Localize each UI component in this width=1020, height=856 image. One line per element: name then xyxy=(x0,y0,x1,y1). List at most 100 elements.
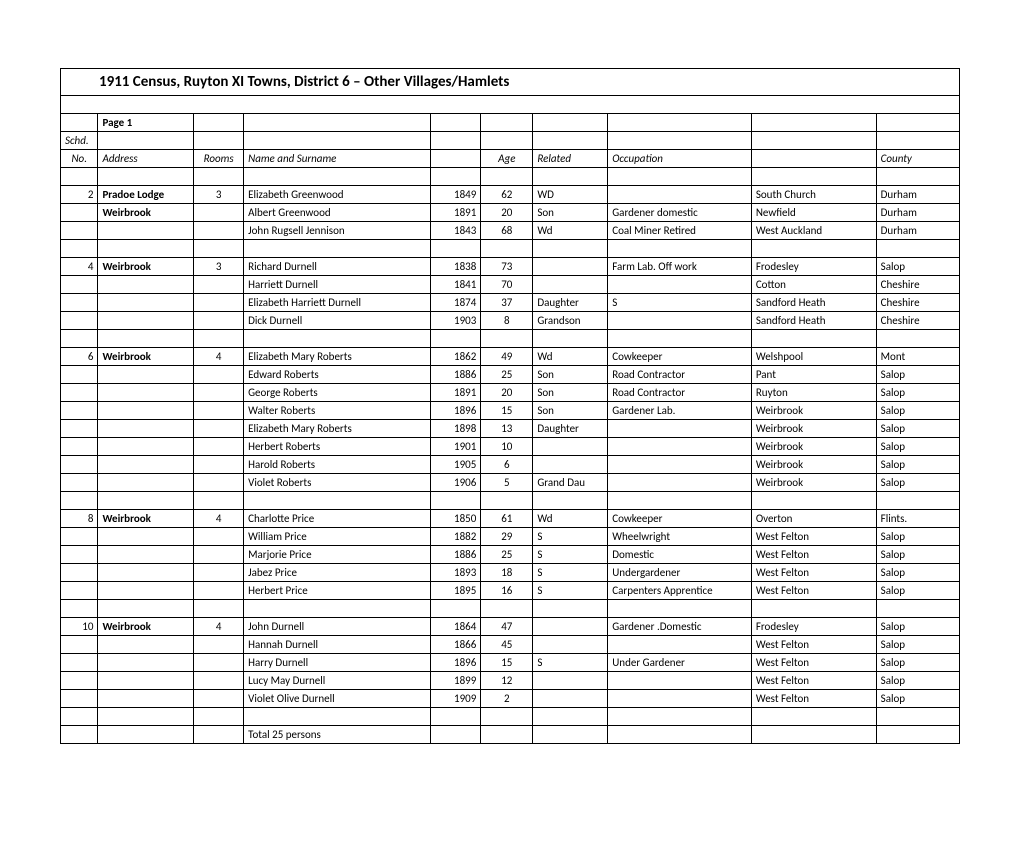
cell: Salop xyxy=(876,420,959,438)
table-row: Elizabeth Mary Roberts189813DaughterWeir… xyxy=(61,420,960,438)
cell: Flints. xyxy=(876,510,959,528)
cell: Weirbrook xyxy=(98,348,194,366)
cell xyxy=(194,456,244,474)
cell: Harold Roberts xyxy=(244,456,431,474)
cell xyxy=(61,528,98,546)
header-related: Related xyxy=(533,150,608,168)
cell xyxy=(61,636,98,654)
cell xyxy=(194,384,244,402)
cell: Undergardener xyxy=(608,564,752,582)
cell: Violet Roberts xyxy=(244,474,431,492)
table-row: Total 25 persons xyxy=(61,726,960,744)
cell xyxy=(98,582,194,600)
cell: 10 xyxy=(481,438,533,456)
cell: 1896 xyxy=(431,654,481,672)
cell: West Felton xyxy=(751,582,876,600)
cell: Elizabeth Mary Roberts xyxy=(244,420,431,438)
cell: Under Gardener xyxy=(608,654,752,672)
cell: Salop xyxy=(876,366,959,384)
cell: Weirbrook xyxy=(98,204,194,222)
cell: 1886 xyxy=(431,366,481,384)
table-row: John Rugsell Jennison184368WdCoal Miner … xyxy=(61,222,960,240)
cell: Son xyxy=(533,402,608,420)
cell: William Price xyxy=(244,528,431,546)
cell: South Church xyxy=(751,186,876,204)
cell xyxy=(608,420,752,438)
cell: 1874 xyxy=(431,294,481,312)
cell xyxy=(194,474,244,492)
cell: 1909 xyxy=(431,690,481,708)
cell xyxy=(61,420,98,438)
cell: Weirbrook xyxy=(751,474,876,492)
cell xyxy=(608,312,752,330)
table-row: Marjorie Price188625SDomesticWest Felton… xyxy=(61,546,960,564)
cell: Durham xyxy=(876,186,959,204)
cell: 13 xyxy=(481,420,533,438)
table-row: 4Weirbrook3Richard Durnell183873Farm Lab… xyxy=(61,258,960,276)
cell: 49 xyxy=(481,348,533,366)
cell xyxy=(194,564,244,582)
document-title: 1911 Census, Ruyton XI Towns, District 6… xyxy=(61,69,960,96)
table-row xyxy=(61,330,960,348)
cell: Pradoe Lodge xyxy=(98,186,194,204)
cell: Daughter xyxy=(533,294,608,312)
cell xyxy=(194,726,244,744)
header-name: Name and Surname xyxy=(244,150,431,168)
cell xyxy=(98,636,194,654)
cell: 68 xyxy=(481,222,533,240)
cell: Road Contractor xyxy=(608,366,752,384)
cell: 2 xyxy=(481,690,533,708)
cell: Gardener Lab. xyxy=(608,402,752,420)
cell xyxy=(608,726,752,744)
cell xyxy=(194,294,244,312)
cell xyxy=(98,546,194,564)
cell: Wd xyxy=(533,348,608,366)
header-address: Address xyxy=(98,150,194,168)
cell: West Felton xyxy=(751,690,876,708)
cell: Walter Roberts xyxy=(244,402,431,420)
table-row: WeirbrookAlbert Greenwood189120SonGarden… xyxy=(61,204,960,222)
table-row: Violet Roberts19065Grand DauWeirbrookSal… xyxy=(61,474,960,492)
cell: 3 xyxy=(194,258,244,276)
header-no: No. xyxy=(61,150,98,168)
table-row: Hannah Durnell186645West FeltonSalop xyxy=(61,636,960,654)
cell xyxy=(194,672,244,690)
cell xyxy=(98,654,194,672)
cell: Salop xyxy=(876,582,959,600)
cell: Cotton xyxy=(751,276,876,294)
cell: 15 xyxy=(481,654,533,672)
cell: Welshpool xyxy=(751,348,876,366)
cell xyxy=(61,456,98,474)
cell: 20 xyxy=(481,204,533,222)
cell: Salop xyxy=(876,402,959,420)
cell xyxy=(608,438,752,456)
cell: 1891 xyxy=(431,384,481,402)
cell: Weirbrook xyxy=(751,438,876,456)
cell: Salop xyxy=(876,546,959,564)
cell xyxy=(61,204,98,222)
header-occupation: Occupation xyxy=(608,150,752,168)
cell: Pant xyxy=(751,366,876,384)
cell xyxy=(61,564,98,582)
table-row: Lucy May Durnell189912West FeltonSalop xyxy=(61,672,960,690)
cell: Gardener .Domestic xyxy=(608,618,752,636)
cell xyxy=(61,384,98,402)
cell: 1906 xyxy=(431,474,481,492)
cell xyxy=(98,726,194,744)
table-row: Harriett Durnell184170CottonCheshire xyxy=(61,276,960,294)
table-row: Dick Durnell19038GrandsonSandford HeathC… xyxy=(61,312,960,330)
cell: Wd xyxy=(533,510,608,528)
cell xyxy=(98,672,194,690)
cell xyxy=(533,276,608,294)
header-county: County xyxy=(876,150,959,168)
table-row xyxy=(61,600,960,618)
cell xyxy=(194,222,244,240)
cell: Grandson xyxy=(533,312,608,330)
cell: Salop xyxy=(876,438,959,456)
cell xyxy=(98,420,194,438)
cell: 4 xyxy=(61,258,98,276)
cell: Weirbrook xyxy=(751,402,876,420)
cell: 1866 xyxy=(431,636,481,654)
cell: 18 xyxy=(481,564,533,582)
cell: 70 xyxy=(481,276,533,294)
